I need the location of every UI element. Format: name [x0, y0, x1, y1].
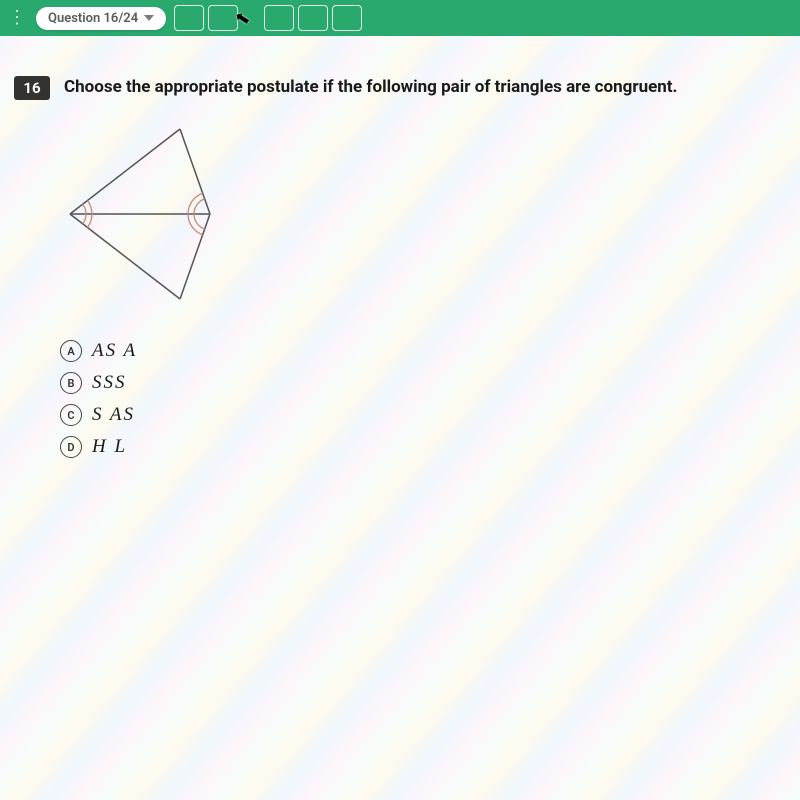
- answer-option-b[interactable]: B SSS: [60, 372, 786, 394]
- question-header-row: 16 Choose the appropriate postulate if t…: [14, 76, 786, 100]
- question-number-badge: 16: [14, 76, 50, 100]
- answer-option-a[interactable]: A AS A: [60, 340, 786, 362]
- mouse-cursor-icon: ⬉: [233, 7, 252, 31]
- toolbar-button-5[interactable]: [332, 5, 362, 31]
- option-label: H L: [92, 436, 127, 458]
- question-indicator-pill[interactable]: Question 16/24: [36, 7, 166, 30]
- question-prompt: Choose the appropriate postulate if the …: [64, 76, 678, 99]
- drag-handle-icon: ⋮: [6, 9, 28, 27]
- triangle-diagram: [60, 114, 230, 314]
- top-toolbar: ⋮ Question 16/24 ⬉: [0, 0, 800, 36]
- toolbar-button-1[interactable]: [174, 5, 204, 31]
- option-key-circle: A: [60, 340, 82, 362]
- option-label: AS A: [92, 340, 137, 362]
- viewport: ⋮ Question 16/24 ⬉ 16 Choose the appropr…: [0, 0, 800, 800]
- toolbar-button-3[interactable]: [264, 5, 294, 31]
- toolbar-button-4[interactable]: [298, 5, 328, 31]
- option-key-circle: D: [60, 436, 82, 458]
- question-indicator-text: Question 16/24: [48, 11, 138, 26]
- question-content: 16 Choose the appropriate postulate if t…: [0, 36, 800, 800]
- figure-container: [60, 114, 786, 314]
- toolbar-tool-group-2: [264, 5, 362, 31]
- toolbar-tool-group: [174, 5, 238, 31]
- answer-option-d[interactable]: DH L: [60, 436, 786, 458]
- answer-option-c[interactable]: C S AS: [60, 404, 786, 426]
- option-label: SSS: [92, 372, 127, 394]
- option-key-circle: B: [60, 372, 82, 394]
- option-key-circle: C: [60, 404, 82, 426]
- chevron-down-icon: [144, 15, 154, 21]
- option-label: S AS: [92, 404, 135, 426]
- answer-options-list: A AS A B SSS C S AS D H L: [60, 340, 786, 458]
